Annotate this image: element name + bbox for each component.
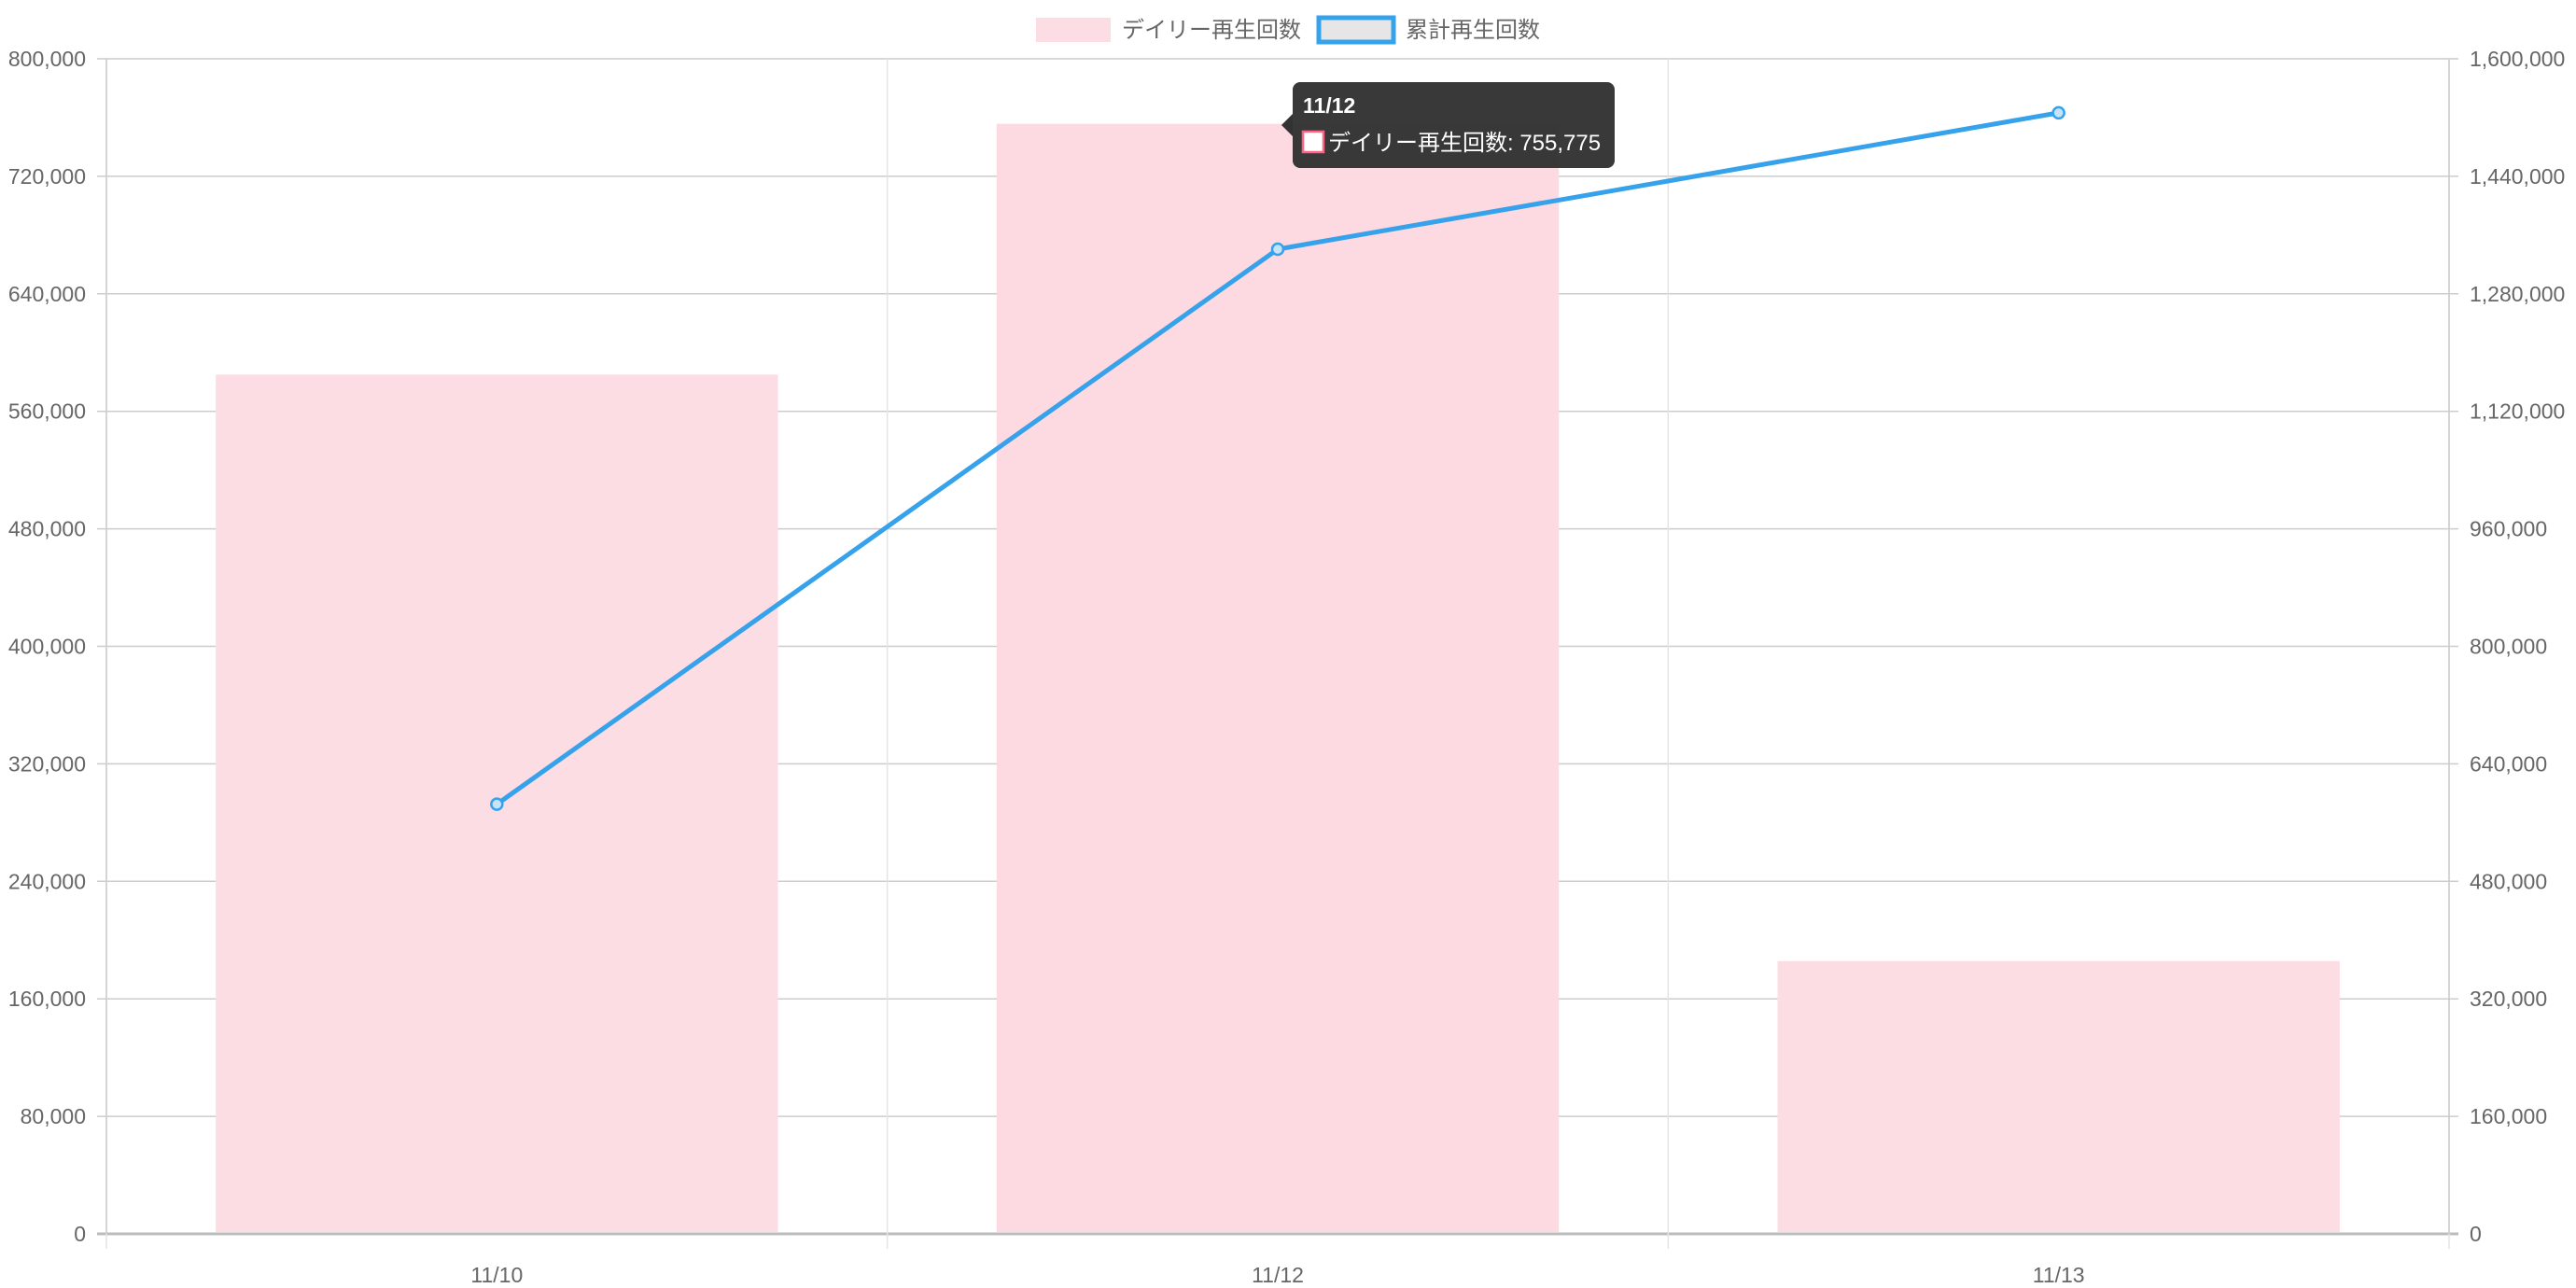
left-tick-label: 320,000 (8, 751, 86, 776)
line-point-11/10[interactable] (490, 797, 504, 811)
tooltip-label: デイリー再生回数: 755,775 (1328, 131, 1601, 156)
right-tick-label: 1,600,000 (2470, 47, 2565, 71)
right-tick-label: 640,000 (2470, 751, 2547, 776)
tooltip: 11/12 デイリー再生回数: 755,775 (1281, 82, 1615, 168)
right-tick-label: 1,440,000 (2470, 164, 2565, 189)
right-tick-label: 0 (2470, 1222, 2482, 1246)
line-series (490, 105, 2065, 811)
x-tick-label: 11/10 (470, 1263, 523, 1287)
right-tick-label: 960,000 (2470, 517, 2547, 541)
right-tick-label: 800,000 (2470, 635, 2547, 659)
axes: 0 0 80,000 160,000 160,000 320,000 240,000 480,… (8, 47, 2565, 1287)
bar-series (216, 123, 2340, 1232)
right-tick-label: 320,000 (2470, 987, 2547, 1011)
bar-11/13[interactable] (1777, 960, 2340, 1232)
legend-swatch-cumulative[interactable] (1316, 15, 1396, 45)
legend-swatch-daily[interactable] (1036, 18, 1111, 42)
right-tick-label: 480,000 (2470, 869, 2547, 893)
legend-label-cumulative[interactable]: 累計再生回数 (1406, 17, 1540, 43)
left-tick-label: 720,000 (8, 164, 86, 189)
line-point-11/12[interactable] (1270, 242, 1285, 257)
left-tick-label: 240,000 (8, 869, 86, 893)
legend[interactable]: デイリー再生回数 累計再生回数 (1036, 15, 1540, 45)
right-tick-label: 1,280,000 (2470, 282, 2565, 306)
left-tick-label: 800,000 (8, 47, 86, 71)
left-tick-label: 480,000 (8, 517, 86, 541)
left-tick-label: 160,000 (8, 987, 86, 1011)
left-tick-label: 640,000 (8, 282, 86, 306)
left-tick-label: 560,000 (8, 399, 86, 424)
legend-label-daily[interactable]: デイリー再生回数 (1122, 17, 1301, 43)
left-tick-label: 80,000 (21, 1104, 86, 1128)
line-point-11/13[interactable] (2051, 105, 2065, 120)
left-tick-label: 400,000 (8, 635, 86, 659)
right-tick-label: 1,120,000 (2470, 399, 2565, 424)
right-tick-label: 160,000 (2470, 1104, 2547, 1128)
tooltip-title: 11/12 (1303, 93, 1355, 118)
left-tick-label: 0 (74, 1222, 86, 1246)
bar-11/12[interactable] (996, 123, 1560, 1232)
x-tick-label: 11/13 (2033, 1263, 2085, 1287)
tooltip-swatch (1301, 130, 1325, 154)
x-tick-label: 11/12 (1252, 1263, 1304, 1287)
